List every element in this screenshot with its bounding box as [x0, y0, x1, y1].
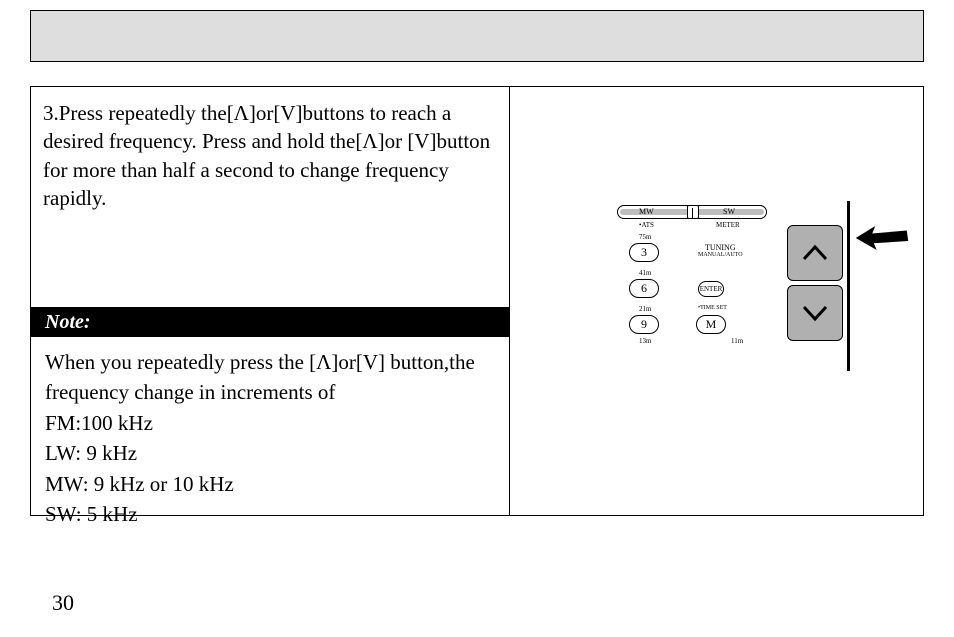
button-3-label: 3 [641, 245, 647, 260]
note-body: When you repeatedly press the [Λ]or[V] b… [45, 347, 495, 530]
main-content-frame: 3.Press repeatedly the[Λ]or[V]buttons to… [30, 86, 924, 516]
column-divider [509, 87, 510, 515]
radio-diagram: MW SW •ATS METER 75m 3 41m 6 21m 9 13m T… [551, 205, 941, 405]
slider-sub-ats: •ATS [639, 221, 654, 229]
header-bar [30, 10, 924, 62]
button-6[interactable]: 6 [629, 279, 659, 298]
label-21m: 21m [639, 305, 651, 313]
note-fm: FM:100 kHz [45, 411, 153, 435]
slider-label-sw: SW [723, 207, 735, 216]
chevron-down-icon [800, 303, 830, 323]
slider-knob[interactable] [687, 205, 699, 219]
note-mw: MW: 9 kHz or 10 kHz [45, 472, 234, 496]
tuning-label: TUNING MANUAL/AUTO [698, 243, 743, 258]
chevron-up-icon [800, 243, 830, 263]
pointer-arrow-icon [847, 223, 917, 253]
button-9-label: 9 [641, 317, 647, 332]
slider-sub-meter: METER [716, 221, 740, 229]
button-6-label: 6 [641, 281, 647, 296]
button-9[interactable]: 9 [629, 315, 659, 334]
note-line1: When you repeatedly press the [Λ]or[V] b… [45, 350, 475, 404]
note-heading-bar: Note: [31, 307, 509, 337]
label-41m: 41m [639, 269, 651, 277]
label-11m: 11m [731, 337, 743, 345]
button-m-label: M [706, 317, 717, 332]
label-time-set: •TIME SET [698, 305, 727, 311]
note-sw: SW: 5 kHz [45, 502, 138, 526]
slider-label-mw: MW [639, 207, 654, 216]
tune-up-button[interactable] [787, 225, 843, 281]
note-label: Note: [45, 311, 91, 334]
instruction-text: 3.Press repeatedly the[Λ]or[V]buttons to… [43, 99, 493, 212]
label-13m: 13m [639, 337, 651, 345]
tune-down-button[interactable] [787, 285, 843, 341]
button-enter-label: ENTER [700, 285, 723, 293]
label-75m: 75m [639, 233, 651, 241]
button-m[interactable]: M [696, 315, 726, 334]
page-number: 30 [52, 590, 74, 616]
button-enter[interactable]: ENTER [698, 281, 724, 297]
tuning-line2: MANUAL/AUTO [698, 252, 743, 258]
note-lw: LW: 9 kHz [45, 441, 137, 465]
tuning-line1: TUNING [698, 243, 743, 252]
button-3[interactable]: 3 [629, 243, 659, 262]
